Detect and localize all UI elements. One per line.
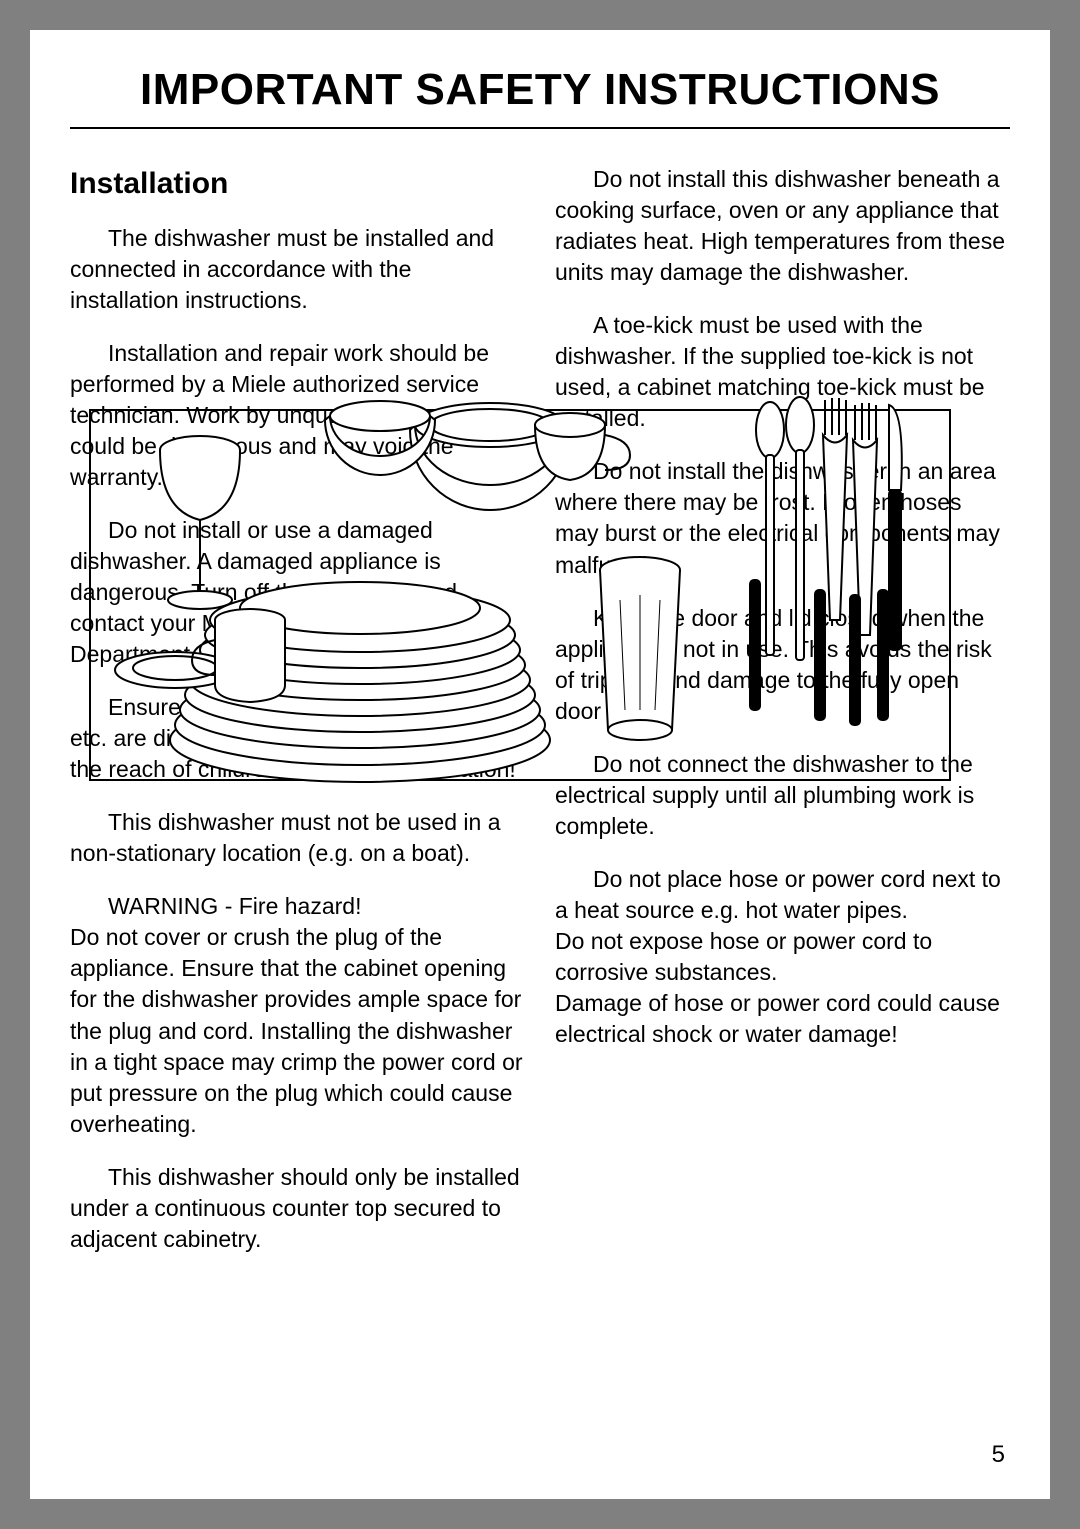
left-p7: This dishwasher should only be installed… [70, 1162, 525, 1255]
right-p2: A toe-kick must be used with the dishwas… [555, 310, 1010, 434]
cord-warning-body: Do not expose hose or power cord to corr… [555, 926, 1010, 1050]
left-column: Installation The dishwasher must be inst… [70, 164, 525, 1277]
installation-heading: Installation [70, 164, 525, 205]
warning-label: WARNING - Fire hazard! [108, 893, 361, 919]
left-p6: WARNING - Fire hazard! Do not cover or c… [70, 891, 525, 1139]
right-p4: Keep the door and lid closed when the ap… [555, 603, 1010, 727]
right-column: Do not install this dishwasher beneath a… [555, 164, 1010, 1277]
left-p1: The dishwasher must be installed and con… [70, 223, 525, 316]
right-p1: Do not install this dishwasher beneath a… [555, 164, 1010, 288]
cord-warning-head: Do not place hose or power cord next to … [555, 866, 1001, 923]
content-columns: Installation The dishwasher must be inst… [70, 164, 1010, 1277]
left-p4: Ensure that any packaging, plastic bags,… [70, 692, 525, 785]
left-p2: Installation and repair work should be p… [70, 338, 525, 493]
right-p5: Do not connect the dishwasher to the ele… [555, 749, 1010, 842]
warning-body: Do not cover or crush the plug of the ap… [70, 922, 525, 1139]
page-title: IMPORTANT SAFETY INSTRUCTIONS [70, 65, 1010, 129]
page-number: 5 [992, 1441, 1005, 1469]
left-p5: This dishwasher must not be used in a no… [70, 807, 525, 869]
right-p3: Do not install the dishwasher in an area… [555, 456, 1010, 580]
right-p6: Do not place hose or power cord next to … [555, 864, 1010, 1050]
left-p3: Do not install or use a damaged dishwash… [70, 515, 525, 670]
